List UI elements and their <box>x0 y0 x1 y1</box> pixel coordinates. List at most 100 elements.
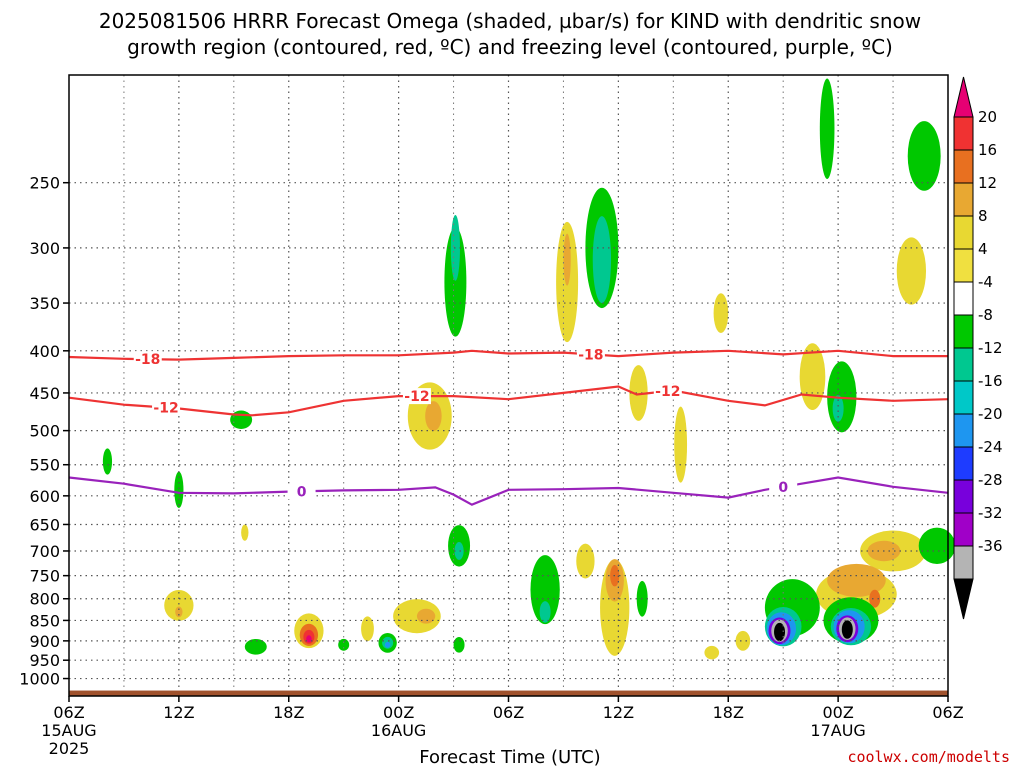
omega-shade-region <box>539 601 551 623</box>
y-tick-label: 750 <box>29 567 60 586</box>
contour-line <box>68 476 949 506</box>
y-tick-label: 950 <box>29 651 60 670</box>
y-tick-label: 450 <box>29 384 60 403</box>
y-tick-label: 700 <box>29 542 60 561</box>
omega-shade-region <box>361 616 374 642</box>
contour-label: 0 <box>297 484 307 500</box>
y-tick-label: 400 <box>29 342 60 361</box>
contour-label-bg <box>769 478 798 495</box>
chart-title-line-1: 2025081506 HRRR Forecast Omega (shaded, … <box>99 9 921 33</box>
colorbar-segment <box>953 281 974 316</box>
y-tick-label: 350 <box>29 294 60 313</box>
colorbar-label: -8 <box>978 306 993 324</box>
colorbar-segment <box>953 215 974 250</box>
x-tick-label: 00Z <box>822 703 853 722</box>
colorbar-label: -36 <box>978 537 1003 555</box>
ground-band <box>69 690 948 696</box>
omega-shade-region <box>454 542 464 560</box>
omega-shade-region <box>338 638 350 651</box>
contour-label: -12 <box>404 389 429 405</box>
colorbar-segment <box>953 479 974 514</box>
colorbar: 20 16 12 8 4 -4 -8 -12 -16 -20 -24 -28 -32 -36 <box>953 76 1003 620</box>
omega-shade-region <box>629 365 648 421</box>
omega-shade-region <box>416 608 436 624</box>
colorbar-label: 12 <box>978 174 997 192</box>
contour-label: -18 <box>135 352 160 368</box>
contour-label: 0 <box>778 480 788 496</box>
colorbar-top-arrow <box>953 76 974 118</box>
ground-fill <box>69 690 948 696</box>
colorbar-segment <box>953 182 974 217</box>
y-tick-label: 800 <box>29 590 60 609</box>
omega-shade-region <box>102 448 113 475</box>
y-tick-label: 1000 <box>19 670 60 689</box>
omega-shade-region <box>306 635 312 643</box>
colorbar-label: -4 <box>978 273 993 291</box>
contour-line <box>68 385 949 417</box>
x-tick-label: 12Z <box>603 703 634 722</box>
contour-label: -18 <box>578 347 603 363</box>
omega-shade-region <box>827 563 886 597</box>
omega-shade-region <box>704 645 720 660</box>
x-tick-date-label: 17AUG <box>810 721 865 740</box>
y-tick-label: 600 <box>29 487 60 506</box>
colorbar-label: 4 <box>978 240 988 258</box>
omega-shade-region <box>774 622 786 642</box>
omega-shade-region <box>444 227 467 337</box>
x-axis-label: Forecast Time (UTC) <box>419 747 600 768</box>
x-tick-date-label: 16AUG <box>371 721 426 740</box>
contour-label-bg <box>287 483 316 500</box>
y-tick-label: 500 <box>29 422 60 441</box>
contour-line <box>68 349 948 361</box>
y-tick-label: 250 <box>29 174 60 193</box>
omega-shade-region <box>241 524 249 541</box>
omega-shade-region <box>819 78 835 179</box>
y-tick-label: 850 <box>29 611 60 630</box>
colorbar-segment <box>953 413 974 448</box>
axes: 250 300 350 400 450 500 550 600 650 700 750 800 850 9… <box>19 74 964 758</box>
omega-shade-region <box>384 641 391 648</box>
gridlines <box>69 75 948 696</box>
omega-shade-region <box>735 630 751 651</box>
omega-shade-region <box>869 589 881 608</box>
omega-shade-region <box>841 620 853 639</box>
contour-label-bg <box>133 351 162 368</box>
y-tick-label: 550 <box>29 456 60 475</box>
omega-shade-region <box>230 410 253 429</box>
colorbar-label: -28 <box>978 471 1003 489</box>
colorbar-label: -12 <box>978 339 1003 357</box>
colorbar-segment <box>953 314 974 349</box>
colorbar-segment <box>953 512 974 547</box>
omega-shading-layer <box>102 78 956 660</box>
omega-shade-region <box>832 395 844 422</box>
omega-shade-region <box>530 555 560 625</box>
credit-link[interactable]: coolwx.com/modelts <box>847 748 1010 766</box>
omega-shade-region <box>175 606 183 618</box>
omega-shade-region <box>713 293 729 334</box>
omega-shade-region <box>563 233 571 286</box>
colorbar-label: 8 <box>978 207 988 225</box>
omega-shade-region <box>244 638 267 655</box>
colorbar-segment <box>953 446 974 481</box>
x-tick-label: 00Z <box>383 703 414 722</box>
colorbar-label: -16 <box>978 372 1003 390</box>
x-tick-label: 12Z <box>163 703 194 722</box>
x-tick-year-label: 2025 <box>49 739 90 758</box>
omega-shade-region <box>674 406 688 483</box>
chart-title-line-2: growth region (contoured, red, ºC) and f… <box>127 35 893 59</box>
colorbar-bottom-arrow <box>953 578 974 620</box>
colorbar-segment <box>953 347 974 382</box>
colorbar-segment <box>953 248 974 283</box>
y-tick-label: 300 <box>29 239 60 258</box>
omega-shade-region <box>453 636 465 653</box>
omega-shade-region <box>907 121 941 191</box>
contour-label: -12 <box>655 384 680 400</box>
contour-label-bg <box>576 346 605 363</box>
colorbar-label: -20 <box>978 405 1003 423</box>
contour-label-bg <box>653 383 682 400</box>
omega-shade-region <box>592 216 612 304</box>
colorbar-label: -32 <box>978 504 1003 522</box>
contour-label-bg <box>402 388 431 405</box>
colorbar-label: 16 <box>978 141 997 159</box>
